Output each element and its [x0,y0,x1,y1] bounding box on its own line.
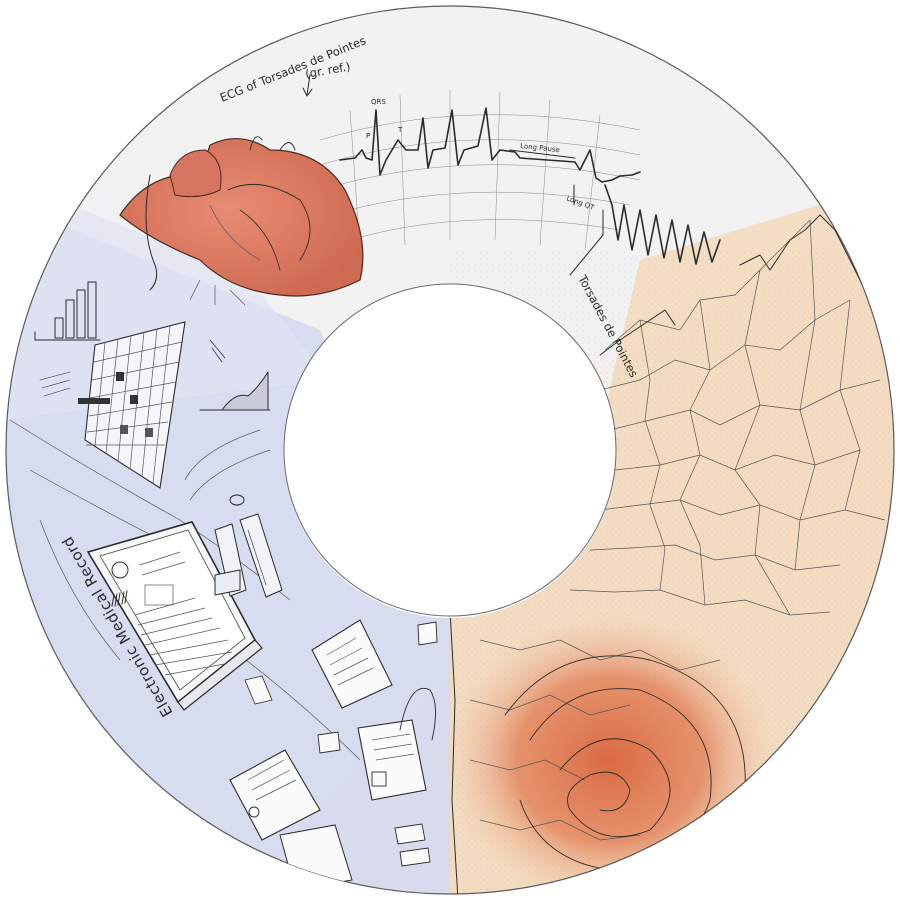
tissue-lesion-icon [504,655,746,871]
ecg-trace [339,107,721,265]
area-chart-icon [199,339,271,411]
tissue-boundary [449,214,871,895]
patient-avatar-icon [111,561,129,579]
phone-icon [214,494,283,598]
document-icon [229,619,438,891]
ring-inner-hole [283,283,617,617]
ecg-p-label: P [366,132,370,140]
ecg-qrs-label: QRS [371,98,386,106]
grid-chart-icon [78,321,186,489]
tissue-network-icon [469,219,886,841]
barcode-icon [111,590,128,607]
medical-record-laptop-icon [86,521,263,711]
bar-chart-icon [34,281,101,397]
heart-sketch-icon [119,136,364,306]
ring-outer-edge [5,5,895,895]
ecg-t-label: T [397,126,403,134]
ecg-grid [319,90,641,251]
ecg-annotations [302,74,604,276]
